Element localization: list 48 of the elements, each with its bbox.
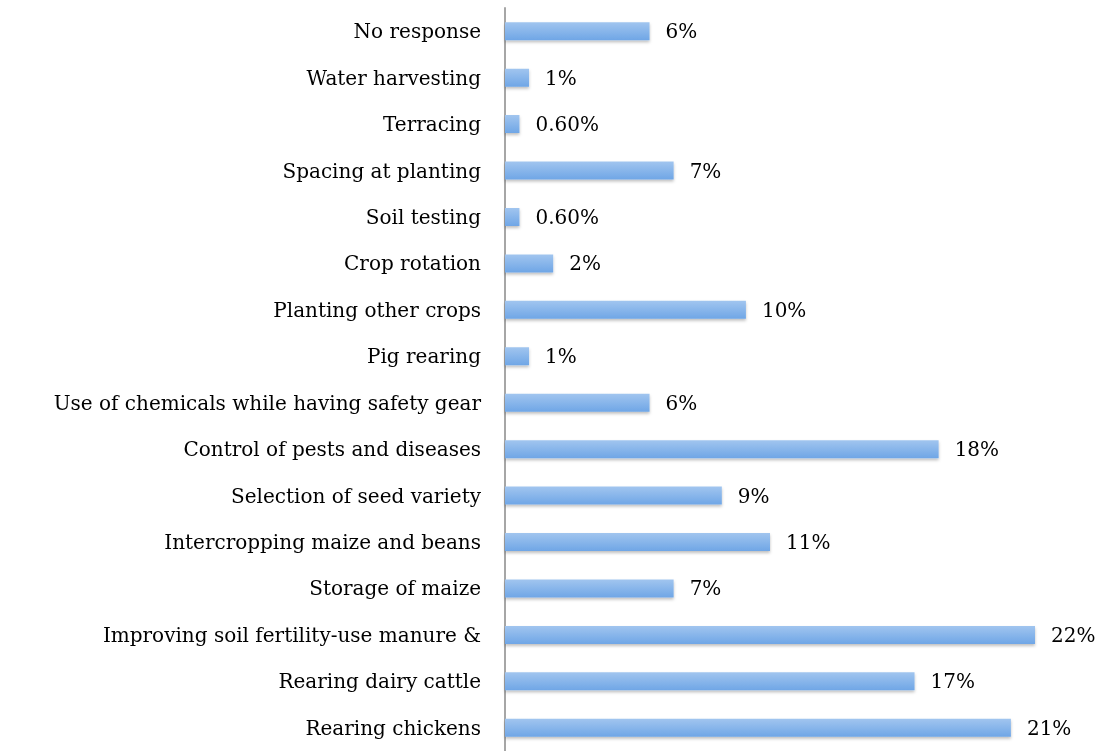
y-tick-label: Storage of maize	[309, 576, 481, 601]
data-label: 0.60%	[535, 204, 599, 229]
y-tick-label: Planting other crops	[273, 297, 481, 322]
bar	[505, 393, 650, 412]
bar	[505, 486, 722, 505]
data-label: 2%	[569, 251, 601, 276]
bar	[505, 718, 1011, 737]
y-tick-label: Use of chemicals while having safety gear	[53, 390, 482, 415]
bar	[505, 672, 915, 691]
y-tick-label: Intercropping maize and beans	[164, 530, 481, 555]
bar	[505, 22, 650, 41]
y-tick-label: Control of pests and diseases	[183, 437, 481, 462]
data-label: 11%	[786, 530, 831, 555]
bar	[505, 440, 939, 459]
data-label: 7%	[689, 158, 722, 183]
y-tick-label: Spacing at planting	[282, 158, 482, 183]
bar	[505, 579, 674, 598]
y-tick-label: No response	[353, 19, 481, 44]
y-tick-label: Selection of seed variety	[231, 483, 482, 508]
data-label: 6%	[665, 390, 698, 415]
data-label: 10%	[761, 297, 807, 322]
data-label: 1%	[545, 344, 577, 369]
data-label: 1%	[545, 65, 577, 90]
data-label: 9%	[737, 483, 770, 508]
data-label: 22%	[1051, 622, 1096, 647]
y-tick-label: Terracing	[383, 112, 482, 137]
y-tick-label: Improving soil fertility-use manure &	[102, 622, 481, 647]
data-label: 17%	[930, 669, 975, 694]
y-tick-label: Soil testing	[365, 204, 482, 229]
data-label: 6%	[665, 19, 698, 44]
bar	[505, 115, 520, 134]
y-tick-label: Pig rearing	[367, 344, 482, 369]
bar	[505, 533, 770, 552]
bar	[505, 68, 530, 87]
bar	[505, 625, 1035, 644]
y-tick-label: Crop rotation	[344, 251, 482, 276]
data-label: 21%	[1026, 715, 1072, 740]
y-tick-label: Rearing dairy cattle	[278, 669, 481, 694]
data-label: 0.60%	[535, 112, 599, 137]
bar	[505, 254, 554, 273]
bar	[505, 207, 520, 226]
bar	[505, 347, 530, 366]
bar	[505, 300, 746, 319]
data-label: 7%	[689, 576, 722, 601]
y-tick-label: Water harvesting	[306, 65, 482, 90]
y-tick-label: Rearing chickens	[305, 715, 481, 740]
data-label: 18%	[954, 437, 1000, 462]
bar	[505, 161, 674, 180]
